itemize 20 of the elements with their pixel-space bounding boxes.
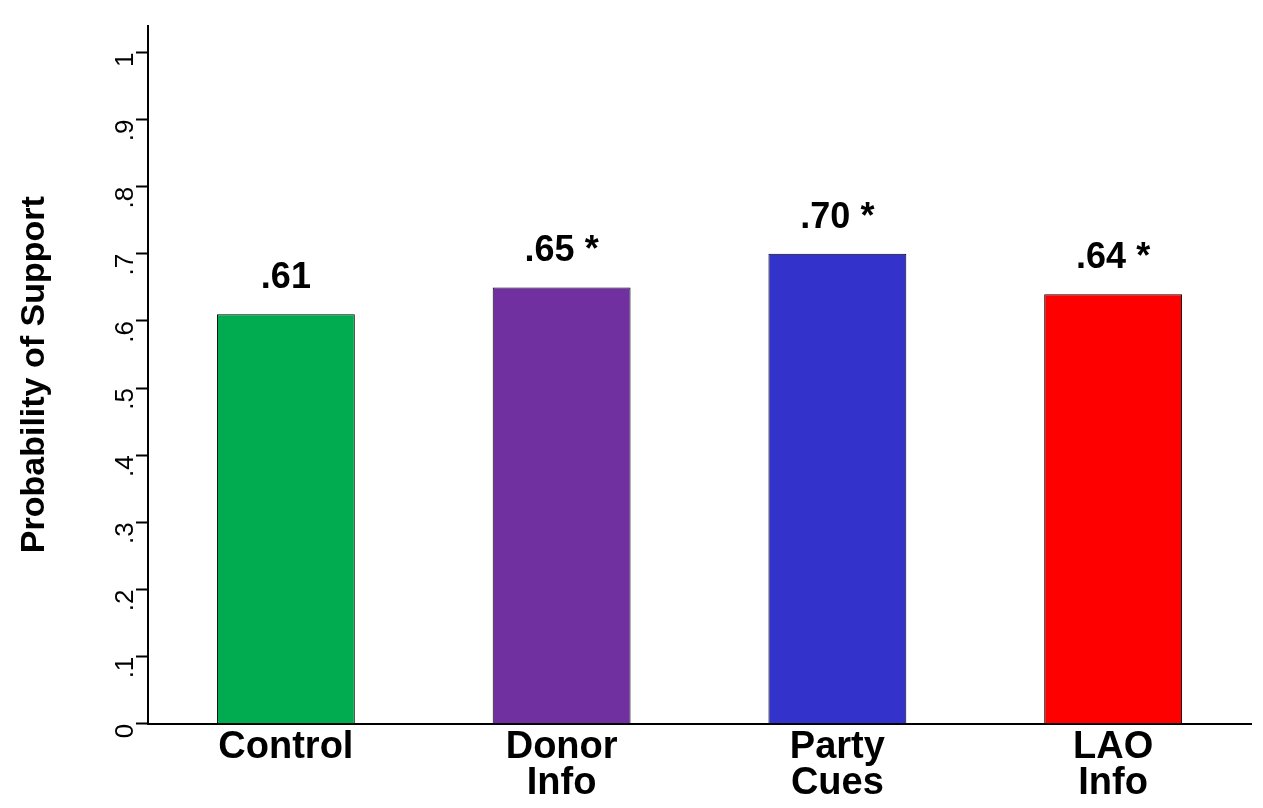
y-tick-label: 0 <box>109 723 140 739</box>
y-tick-label: .6 <box>109 320 140 343</box>
x-tick-label: Donor Info <box>505 724 618 803</box>
y-tick-label: .7 <box>109 253 140 276</box>
data-label: .65 * <box>524 228 599 270</box>
x-tick-label: Control <box>218 724 354 767</box>
y-tick-label: 1 <box>109 52 140 67</box>
y-tick-label: .3 <box>109 522 140 545</box>
y-tick-label: .8 <box>109 186 140 209</box>
y-tick-label: .5 <box>109 388 140 410</box>
data-label: .70 * <box>800 194 875 236</box>
y-tick-label: .2 <box>109 589 140 612</box>
data-label: .61 <box>260 255 311 297</box>
y-tick-label: .1 <box>109 656 140 679</box>
y-tick-label: .9 <box>109 119 140 142</box>
x-tick-label: Party Cues <box>789 724 885 803</box>
data-label: .64 * <box>1076 235 1151 277</box>
x-tick-label: LAO Info <box>1073 724 1154 803</box>
y-tick-label: .4 <box>109 455 140 477</box>
y-axis-title: Probability of Support <box>12 196 51 554</box>
